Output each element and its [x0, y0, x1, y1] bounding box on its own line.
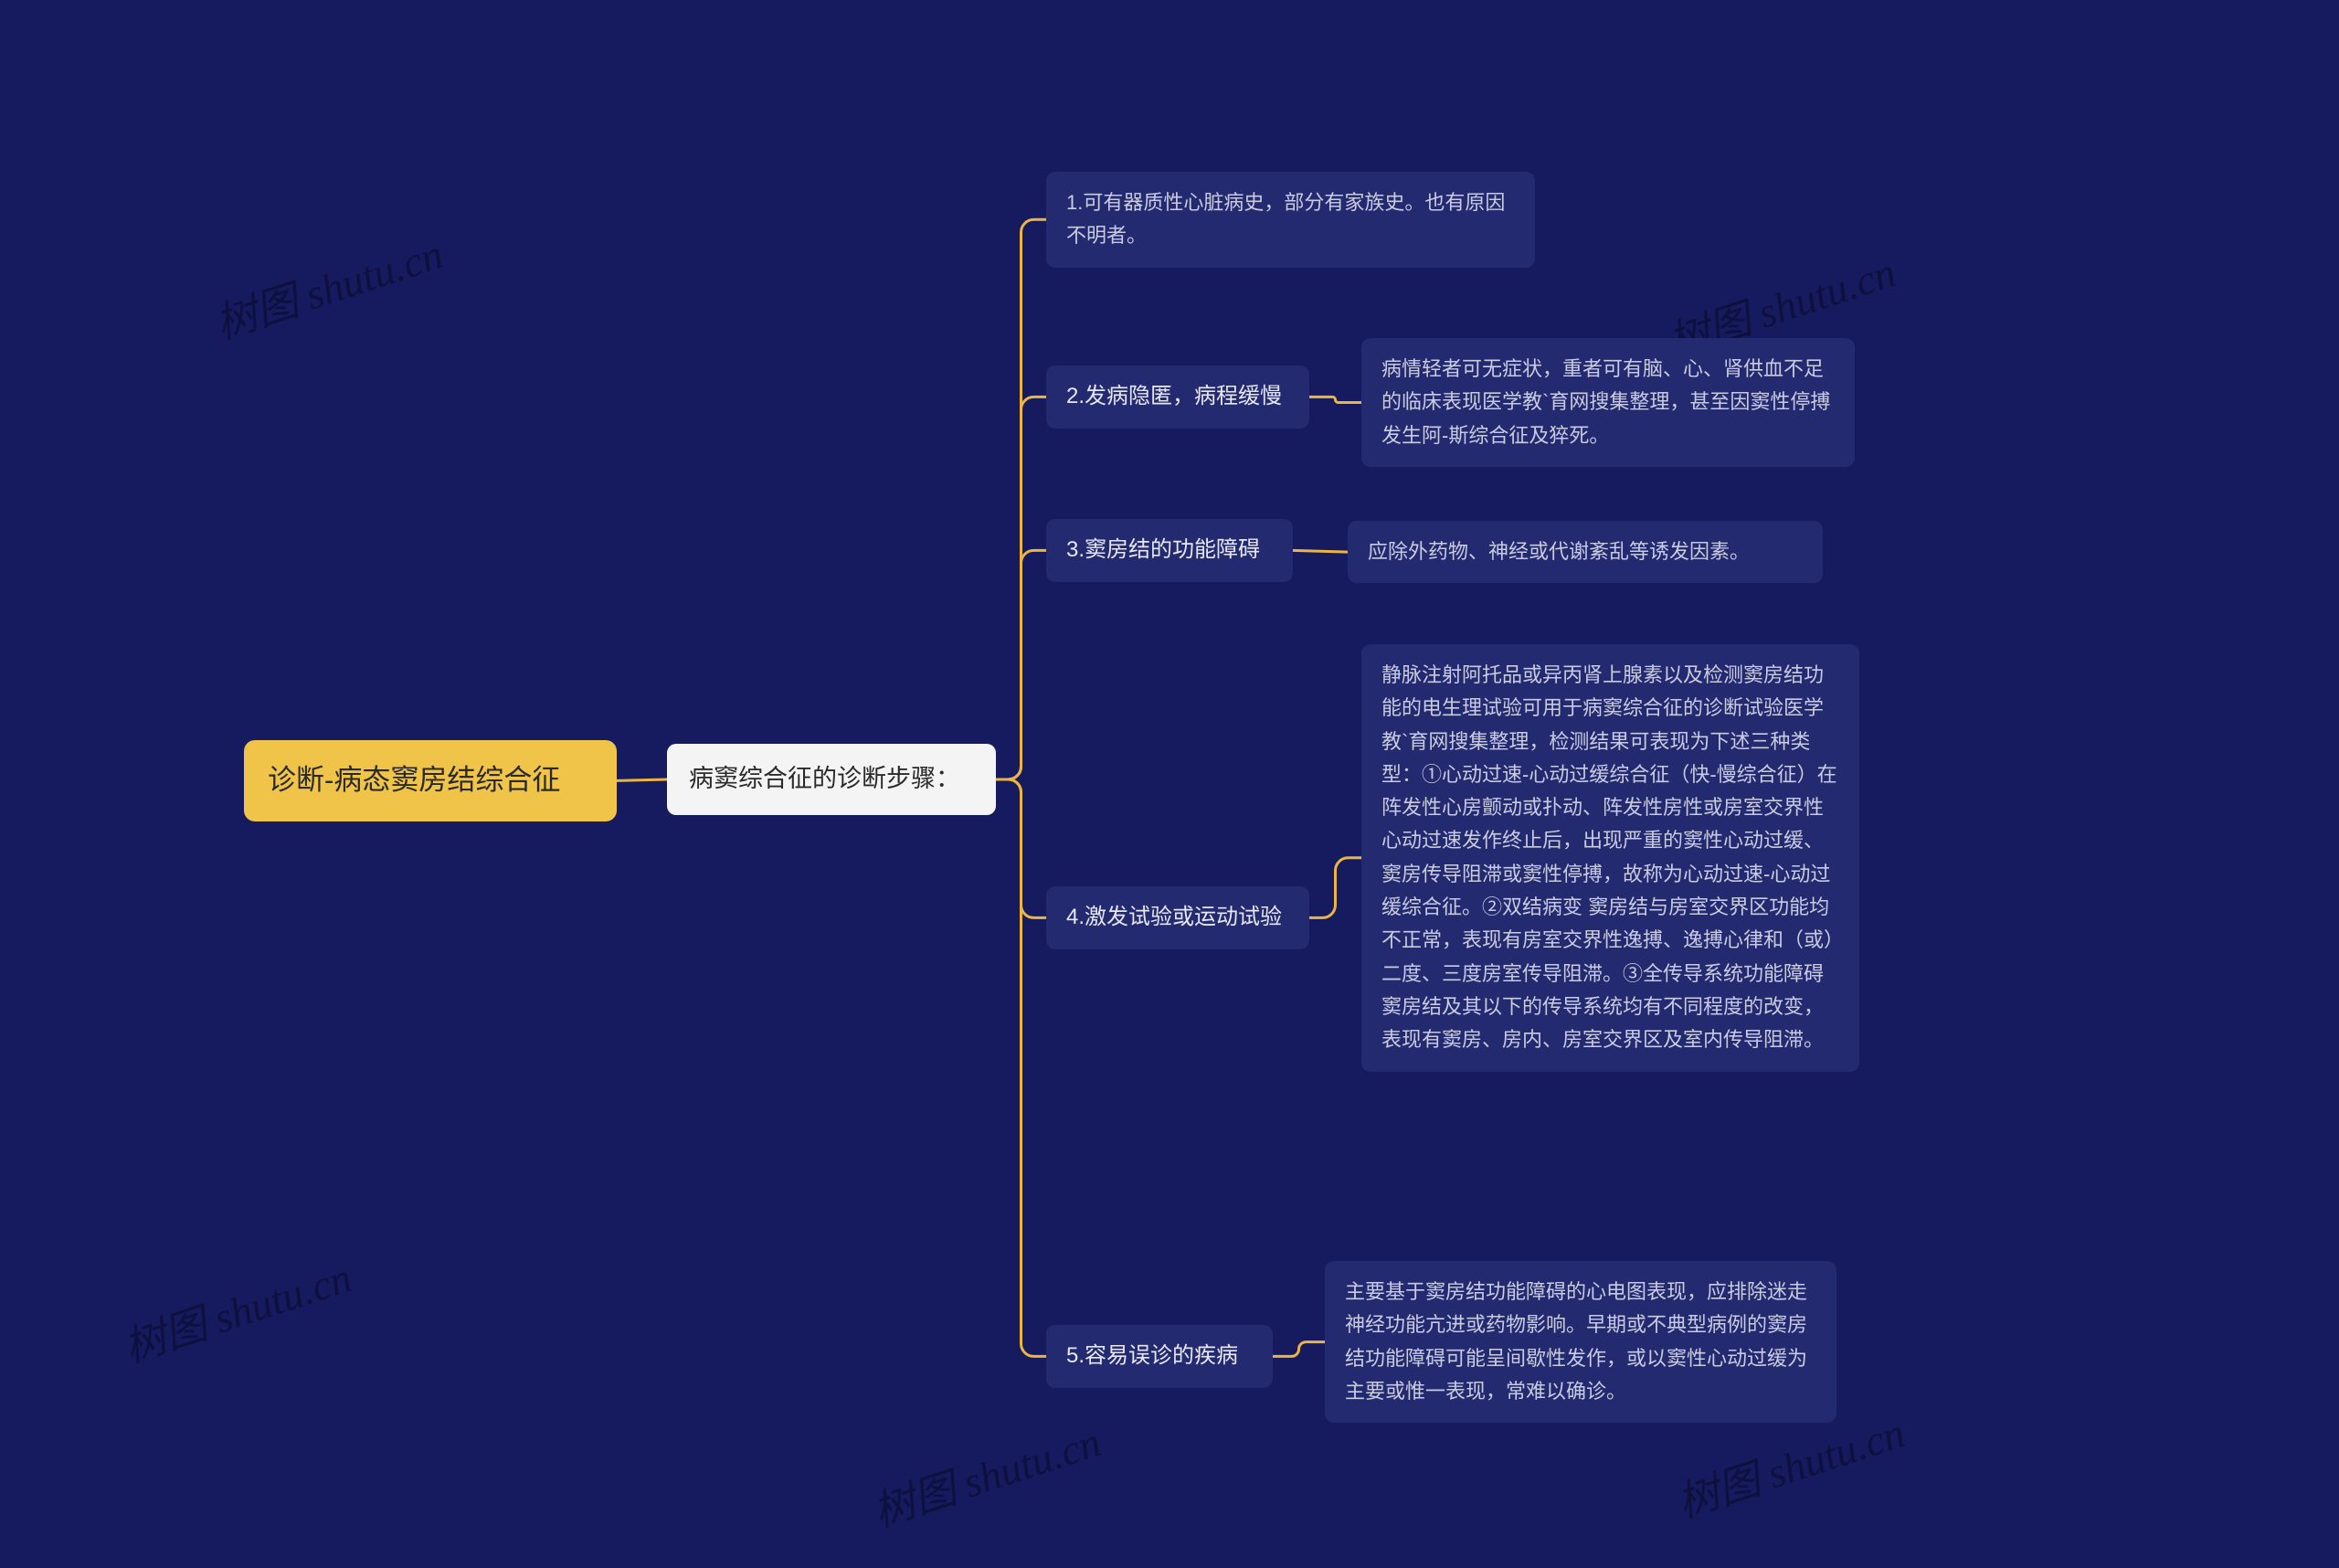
branch-1-label: 1.可有器质性心脏病史，部分有家族史。也有原因不明者。	[1066, 186, 1515, 253]
branch-3-leaf[interactable]: 应除外药物、神经或代谢紊乱等诱发因素。	[1348, 521, 1823, 583]
branch-4-node[interactable]: 4.激发试验或运动试验	[1046, 886, 1309, 949]
branch-2-leaf[interactable]: 病情轻者可无症状，重者可有脑、心、肾供血不足的临床表现医学教`育网搜集整理，甚至…	[1361, 338, 1855, 467]
watermark: 树图 shutu.cn	[115, 1245, 358, 1375]
branch-2-label: 2.发病隐匿，病程缓慢	[1066, 378, 1282, 416]
steps-label: 病窦综合征的诊断步骤：	[689, 758, 960, 800]
branch-5-leaf-label: 主要基于窦房结功能障碍的心电图表现，应排除迷走神经功能亢进或药物影响。早期或不典…	[1345, 1276, 1816, 1408]
branch-1-node[interactable]: 1.可有器质性心脏病史，部分有家族史。也有原因不明者。	[1046, 172, 1535, 268]
steps-node[interactable]: 病窦综合征的诊断步骤：	[667, 744, 996, 815]
branch-2-node[interactable]: 2.发病隐匿，病程缓慢	[1046, 366, 1309, 429]
branch-4-label: 4.激发试验或运动试验	[1066, 899, 1282, 937]
branch-2-leaf-label: 病情轻者可无症状，重者可有脑、心、肾供血不足的临床表现医学教`育网搜集整理，甚至…	[1381, 353, 1835, 452]
branch-5-leaf[interactable]: 主要基于窦房结功能障碍的心电图表现，应排除迷走神经功能亢进或药物影响。早期或不典…	[1325, 1261, 1836, 1423]
root-node[interactable]: 诊断-病态窦房结综合征	[244, 740, 617, 821]
root-label: 诊断-病态窦房结综合征	[268, 757, 560, 805]
watermark: 树图 shutu.cn	[864, 1409, 1107, 1540]
watermark: 树图 shutu.cn	[206, 221, 450, 352]
branch-4-leaf-label: 静脉注射阿托品或异丙肾上腺素以及检测窦房结功能的电生理试验可用于病窦综合征的诊断…	[1381, 659, 1839, 1057]
branch-3-node[interactable]: 3.窦房结的功能障碍	[1046, 519, 1293, 582]
branch-3-leaf-label: 应除外药物、神经或代谢紊乱等诱发因素。	[1368, 535, 1750, 568]
branch-5-node[interactable]: 5.容易误诊的疾病	[1046, 1325, 1273, 1388]
branch-5-label: 5.容易误诊的疾病	[1066, 1338, 1238, 1375]
branch-3-label: 3.窦房结的功能障碍	[1066, 532, 1260, 569]
branch-4-leaf[interactable]: 静脉注射阿托品或异丙肾上腺素以及检测窦房结功能的电生理试验可用于病窦综合征的诊断…	[1361, 644, 1859, 1072]
